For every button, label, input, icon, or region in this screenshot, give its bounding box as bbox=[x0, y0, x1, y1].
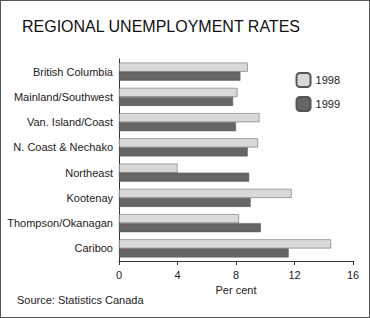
svg-text:British Columbia: British Columbia bbox=[33, 66, 114, 78]
svg-text:Mainland/Southwest: Mainland/Southwest bbox=[14, 91, 113, 103]
svg-text:Kootenay: Kootenay bbox=[67, 192, 114, 204]
svg-text:Cariboo: Cariboo bbox=[74, 242, 113, 254]
svg-text:N. Coast & Nechako: N. Coast & Nechako bbox=[13, 141, 113, 153]
svg-text:Thompson/Okanagan: Thompson/Okanagan bbox=[7, 217, 113, 229]
svg-text:16: 16 bbox=[347, 269, 359, 281]
svg-text:Northeast: Northeast bbox=[65, 167, 113, 179]
svg-text:Source: Statistics Canada: Source: Statistics Canada bbox=[17, 294, 144, 306]
svg-text:REGIONAL UNEMPLOYMENT RATES: REGIONAL UNEMPLOYMENT RATES bbox=[22, 18, 300, 35]
svg-text:8: 8 bbox=[233, 269, 239, 281]
svg-text:1999: 1999 bbox=[316, 98, 340, 110]
svg-text:0: 0 bbox=[116, 269, 122, 281]
svg-text:Per cent: Per cent bbox=[216, 284, 257, 296]
svg-text:12: 12 bbox=[288, 269, 300, 281]
svg-text:4: 4 bbox=[174, 269, 180, 281]
svg-text:1998: 1998 bbox=[316, 74, 340, 86]
svg-text:Van. Island/Coast: Van. Island/Coast bbox=[27, 116, 113, 128]
